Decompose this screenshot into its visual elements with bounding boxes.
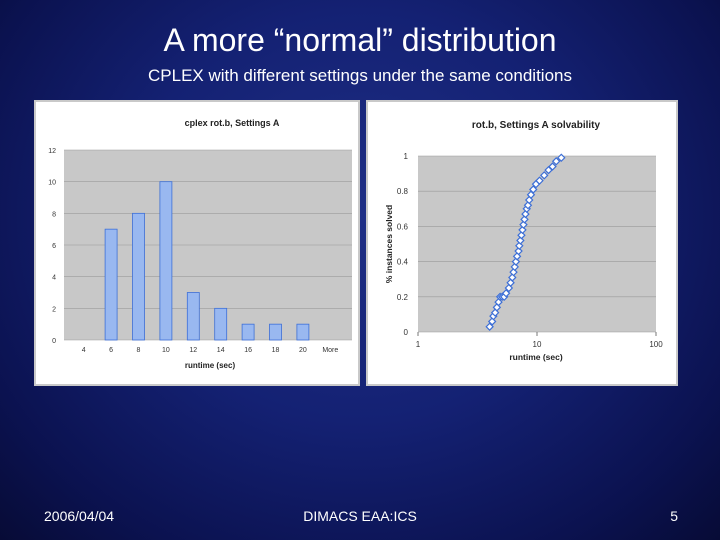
data-point-1 [487, 317, 497, 326]
x-axis-label: runtime (sec) [509, 352, 563, 362]
data-point-29 [529, 185, 538, 194]
chart-title: rot.b, Settings A solvability [472, 120, 601, 131]
data-point-20 [517, 230, 526, 240]
y-tick-label-4: 8 [52, 211, 56, 218]
footer-date: 2006/04/04 [44, 508, 115, 524]
data-point-31 [535, 176, 544, 185]
data-point-0 [485, 322, 494, 331]
x-tick-label-8: 20 [299, 347, 307, 354]
footer-event: DIMACS EAA:ICS [303, 508, 417, 524]
x-tick-label-0: 4 [82, 347, 86, 354]
x-tick-label-3: 10 [162, 347, 170, 354]
data-point-10 [504, 283, 514, 293]
data-point-35 [551, 157, 561, 166]
y-tick-label-3: 0.6 [397, 222, 409, 231]
bar-6 [104, 228, 118, 341]
bar-10 [159, 181, 173, 341]
y-tick-label-2: 4 [52, 275, 56, 282]
data-point-34 [548, 162, 557, 171]
slide-subtitle: CPLEX with different settings under the … [148, 66, 572, 85]
data-point-12 [508, 273, 517, 282]
page-number: 5 [670, 508, 678, 524]
bar-12 [186, 292, 200, 341]
y-tick-label-0: 0 [52, 338, 56, 345]
x-tick-label-0: 1 [416, 340, 421, 349]
data-point-5 [494, 297, 503, 307]
y-tick-label-0: 0 [404, 328, 409, 337]
chart-title: cplex rot.b, Settings A [185, 118, 280, 128]
data-point-3 [490, 308, 500, 317]
data-point-22 [519, 220, 528, 229]
y-tick-label-5: 1 [404, 152, 409, 161]
y-tick-label-1: 2 [52, 306, 56, 313]
bar-18 [269, 323, 282, 341]
y-tick-label-5: 10 [48, 180, 56, 187]
y-tick-label-6: 12 [48, 148, 56, 155]
x-tick-label-5: 14 [217, 347, 225, 354]
x-tick-label-1: 6 [109, 347, 113, 354]
x-axis-label: runtime (sec) [185, 361, 236, 370]
data-point-9 [501, 289, 511, 298]
data-point-15 [511, 257, 521, 266]
x-tick-label-7: 18 [272, 347, 280, 354]
data-point-14 [510, 262, 519, 272]
y-tick-label-3: 6 [52, 243, 56, 250]
x-tick-label-4: 12 [189, 347, 197, 354]
data-point-36 [557, 153, 566, 163]
y-tick-label-2: 0.4 [397, 258, 409, 267]
slide-title: A more “normal” distribution [163, 22, 557, 58]
histogram-panel: cplex rot.b, Settings A 0 2 4 6 8 10 12 4 6 8 10 12 1… [34, 100, 360, 386]
solvability-chart: rot.b, Settings A solvability 0 0.2 0.4 0.6 0… [384, 120, 663, 362]
y-tick-label-1: 0.2 [397, 293, 409, 302]
y-axis-label: % instances solved [384, 205, 394, 283]
bar-20 [296, 323, 310, 341]
x-tick-label-2: 100 [649, 340, 663, 349]
solvability-panel: rot.b, Settings A solvability 0 0.2 0.4 0.6 0… [366, 100, 678, 386]
data-point-16 [512, 252, 522, 261]
x-tick-label-6: 16 [244, 347, 252, 354]
x-tick-label-1: 10 [533, 340, 542, 349]
data-point-32 [539, 171, 549, 180]
data-point-18 [515, 241, 524, 251]
data-point-17 [514, 246, 523, 256]
bar-14 [214, 307, 228, 341]
x-tick-label-9: More [322, 347, 338, 354]
bar-8 [132, 212, 145, 341]
y-tick-label-4: 0.8 [397, 187, 409, 196]
data-point-23 [520, 215, 529, 224]
bar-16 [241, 323, 255, 341]
histogram-chart: cplex rot.b, Settings A 0 2 4 6 8 10 12 4 6 8 10 12 1… [48, 118, 352, 370]
data-point-21 [518, 225, 527, 235]
x-tick-label-2: 8 [137, 347, 141, 354]
data-point-24 [521, 209, 530, 219]
